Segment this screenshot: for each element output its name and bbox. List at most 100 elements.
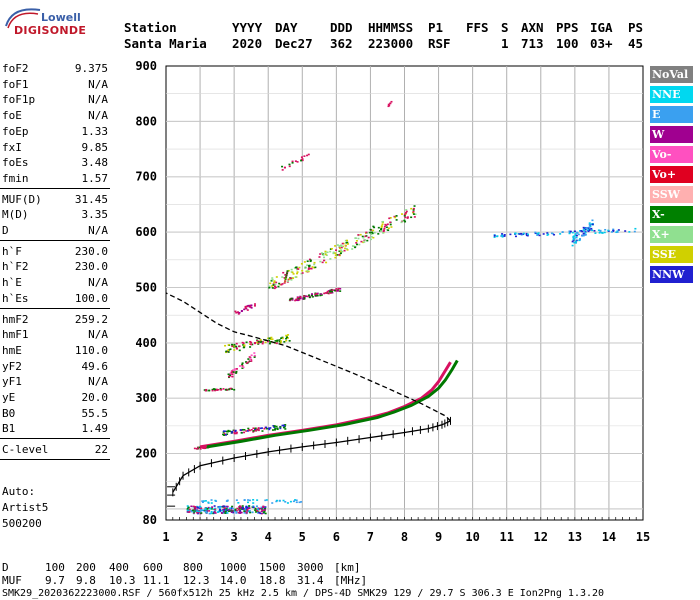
echo-point	[597, 229, 600, 232]
echo-point	[235, 342, 238, 345]
echo-point	[199, 506, 202, 509]
param-value: 230.0	[74, 260, 108, 274]
echo-point	[245, 512, 248, 514]
echo-point	[246, 430, 249, 432]
echo-point	[307, 270, 310, 273]
echo-point	[272, 284, 275, 286]
echo-point	[520, 233, 523, 236]
echo-point	[244, 307, 247, 310]
echo-point	[571, 231, 574, 234]
autoscaler-line: 500200	[2, 517, 42, 530]
echo-point	[300, 263, 303, 265]
echo-point	[224, 430, 227, 433]
echo-point	[296, 271, 299, 273]
footer-row-label: MUF	[2, 574, 22, 587]
echo-point	[329, 258, 332, 260]
footer-value: 31.4	[297, 574, 324, 587]
echo-point	[358, 243, 361, 246]
echo-point	[587, 227, 590, 229]
param-row: M(D) 3.35	[2, 207, 108, 222]
echo-point	[551, 232, 554, 235]
echo-point	[241, 362, 244, 365]
header-value: 2020	[232, 36, 263, 51]
echo-point	[208, 512, 211, 515]
echo-point	[265, 427, 268, 430]
header-value: Santa Maria	[124, 36, 207, 51]
echo-point	[257, 427, 260, 429]
echo-point	[264, 512, 267, 515]
echo-point	[292, 273, 295, 275]
footer-unit: [km]	[334, 561, 361, 574]
echo-point	[346, 239, 349, 242]
footer-value: 11.1	[143, 574, 170, 587]
echo-point	[246, 506, 249, 509]
echo-point	[190, 509, 193, 512]
echo-point	[525, 232, 528, 235]
echo-point	[568, 232, 571, 235]
echo-point	[257, 429, 260, 432]
echo-point	[281, 283, 284, 285]
echo-point	[198, 507, 201, 509]
echo-point	[390, 226, 393, 228]
echo-point	[331, 289, 334, 291]
echo-point	[231, 345, 234, 348]
echo-point	[221, 505, 224, 508]
param-row: foF2 9.375	[2, 61, 108, 76]
echo-point	[594, 232, 597, 234]
echo-point	[256, 511, 259, 514]
echo-point	[367, 236, 370, 239]
echo-point	[288, 165, 291, 168]
echo-point	[584, 234, 587, 236]
param-value: 1.49	[81, 422, 109, 436]
echo-point	[219, 505, 222, 508]
echo-point	[231, 375, 234, 378]
echo-point	[270, 279, 273, 282]
echo-point	[248, 507, 251, 509]
echo-point	[320, 252, 323, 254]
echo-point	[591, 229, 594, 232]
x-tick-label: 5	[299, 530, 306, 544]
echo-point	[254, 509, 257, 511]
echo-point	[231, 343, 234, 346]
echo-point	[287, 278, 290, 281]
echo-point	[201, 500, 204, 502]
echo-point	[364, 235, 367, 238]
header-label: HHMMSS	[368, 20, 414, 35]
echo-point	[229, 375, 232, 378]
echo-point	[241, 505, 244, 507]
param-row: h`E N/A	[2, 275, 108, 290]
param-row: MUF(D) 31.45	[2, 192, 108, 207]
echo-point	[493, 235, 496, 237]
header-label: P1	[428, 20, 444, 35]
echo-point	[586, 229, 589, 232]
echo-point	[372, 229, 375, 232]
echo-point	[616, 231, 619, 233]
echo-point	[363, 238, 366, 241]
echo-point	[259, 339, 262, 341]
echo-point	[205, 388, 208, 391]
echo-point	[593, 230, 596, 232]
echo-point	[581, 235, 584, 237]
echo-point	[300, 272, 303, 275]
echo-point	[252, 427, 255, 430]
echo-point	[410, 216, 413, 219]
echo-point	[247, 427, 250, 430]
echo-point	[401, 220, 404, 223]
echo-point	[313, 263, 316, 266]
echo-point	[246, 510, 249, 512]
echo-point	[318, 256, 321, 258]
echo-point	[220, 512, 223, 514]
echo-point	[271, 429, 274, 431]
echo-point	[202, 500, 205, 502]
echo-point	[325, 292, 328, 294]
param-name: MUF(D)	[2, 192, 42, 206]
echo-point	[302, 297, 305, 300]
footer-value: 400	[109, 561, 129, 574]
echo-point	[308, 258, 311, 261]
footer-value: 12.3	[183, 574, 210, 587]
echo-point	[293, 267, 296, 269]
echo-point	[285, 336, 288, 339]
header-label: YYYY	[232, 20, 263, 35]
echo-point	[286, 270, 289, 272]
echo-point	[281, 337, 284, 340]
